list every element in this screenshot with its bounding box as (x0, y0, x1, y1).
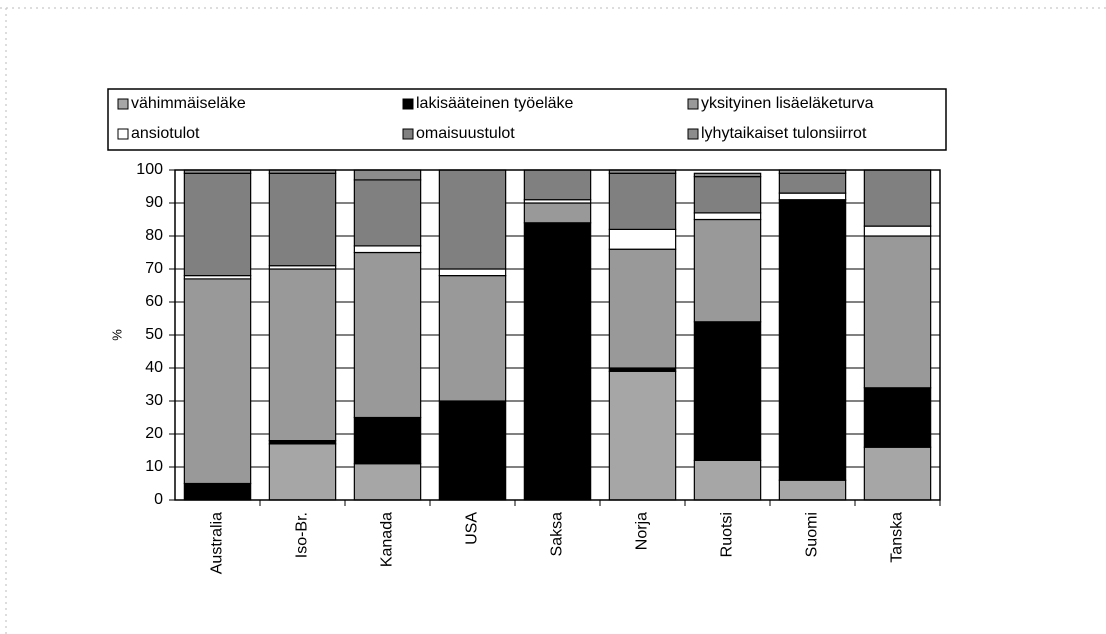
bar-segment (183, 278, 252, 485)
bar-segment (438, 268, 507, 277)
x-tick-label: Iso-Br. (294, 512, 311, 558)
y-tick-label: 50 (145, 326, 163, 343)
legend-swatch (687, 128, 699, 140)
y-tick-label: 10 (145, 458, 163, 475)
x-tick-label: Ruotsi (719, 512, 736, 557)
bar-segment (863, 169, 932, 227)
y-tick-label: 40 (145, 359, 163, 376)
bar-segment (523, 222, 592, 501)
bar-segment (183, 482, 252, 501)
bar-segment (353, 245, 422, 254)
y-tick-label: 60 (145, 293, 163, 310)
x-tick-label: Norja (634, 512, 651, 550)
bar-segment (353, 416, 422, 465)
x-tick-label: Tanska (889, 512, 906, 563)
x-tick-label: Australia (209, 512, 226, 574)
bar-segment (693, 218, 762, 323)
bar-segment (693, 321, 762, 461)
bar-segment (438, 275, 507, 402)
bar-segment (353, 251, 422, 419)
bar-segment (268, 268, 337, 442)
bar-segment (183, 172, 252, 277)
bar-segment (778, 199, 847, 481)
bar-segment (863, 235, 932, 389)
bar-segment (608, 172, 677, 231)
bar-segment (778, 192, 847, 201)
y-tick-label: 70 (145, 260, 163, 277)
bar-segment (268, 172, 337, 267)
x-tick-label: Suomi (804, 512, 821, 557)
bar-segment (693, 172, 762, 178)
bar-segment (438, 169, 507, 270)
bar-segment (608, 228, 677, 250)
bar-segment (608, 370, 677, 501)
bar-segment (268, 443, 337, 501)
bar-segment (523, 202, 592, 224)
x-tick-label: USA (464, 512, 481, 545)
y-tick-label: 100 (136, 161, 163, 178)
bar-segment (778, 479, 847, 501)
bar-segment (863, 387, 932, 448)
bar-segment (353, 179, 422, 247)
legend-swatch (117, 98, 129, 110)
y-axis-label: % (109, 329, 124, 341)
legend-swatch (687, 98, 699, 110)
y-tick-label: 30 (145, 392, 163, 409)
legend-swatch (402, 128, 414, 140)
y-tick-label: 0 (154, 491, 163, 508)
bar-segment (693, 459, 762, 501)
bar-segment (863, 446, 932, 501)
legend-label: lakisääteinen työeläke (416, 95, 574, 112)
plot-frame (174, 169, 941, 501)
bar-segment (693, 212, 762, 221)
legend-box (107, 88, 947, 151)
y-tick-label: 80 (145, 227, 163, 244)
bar-segment (523, 169, 592, 201)
x-tick-label: Saksa (549, 512, 566, 557)
x-tick-label: Kanada (379, 512, 396, 567)
bar-segment (353, 169, 422, 181)
legend-swatch (117, 128, 129, 140)
legend-label: yksityinen lisäeläketurva (701, 95, 874, 112)
legend-label: lyhytaikaiset tulonsiirrot (701, 125, 867, 142)
legend-swatch (402, 98, 414, 110)
y-tick-label: 20 (145, 425, 163, 442)
bar-segment (353, 463, 422, 501)
legend-label: vähimmäiseläke (131, 95, 246, 112)
bar-segment (778, 172, 847, 194)
bar-segment (863, 225, 932, 237)
legend-label: omaisuustulot (416, 125, 515, 142)
bar-segment (693, 176, 762, 214)
bar-segment (608, 248, 677, 369)
y-tick-label: 90 (145, 194, 163, 211)
bar-segment (438, 400, 507, 501)
legend-label: ansiotulot (131, 125, 200, 142)
